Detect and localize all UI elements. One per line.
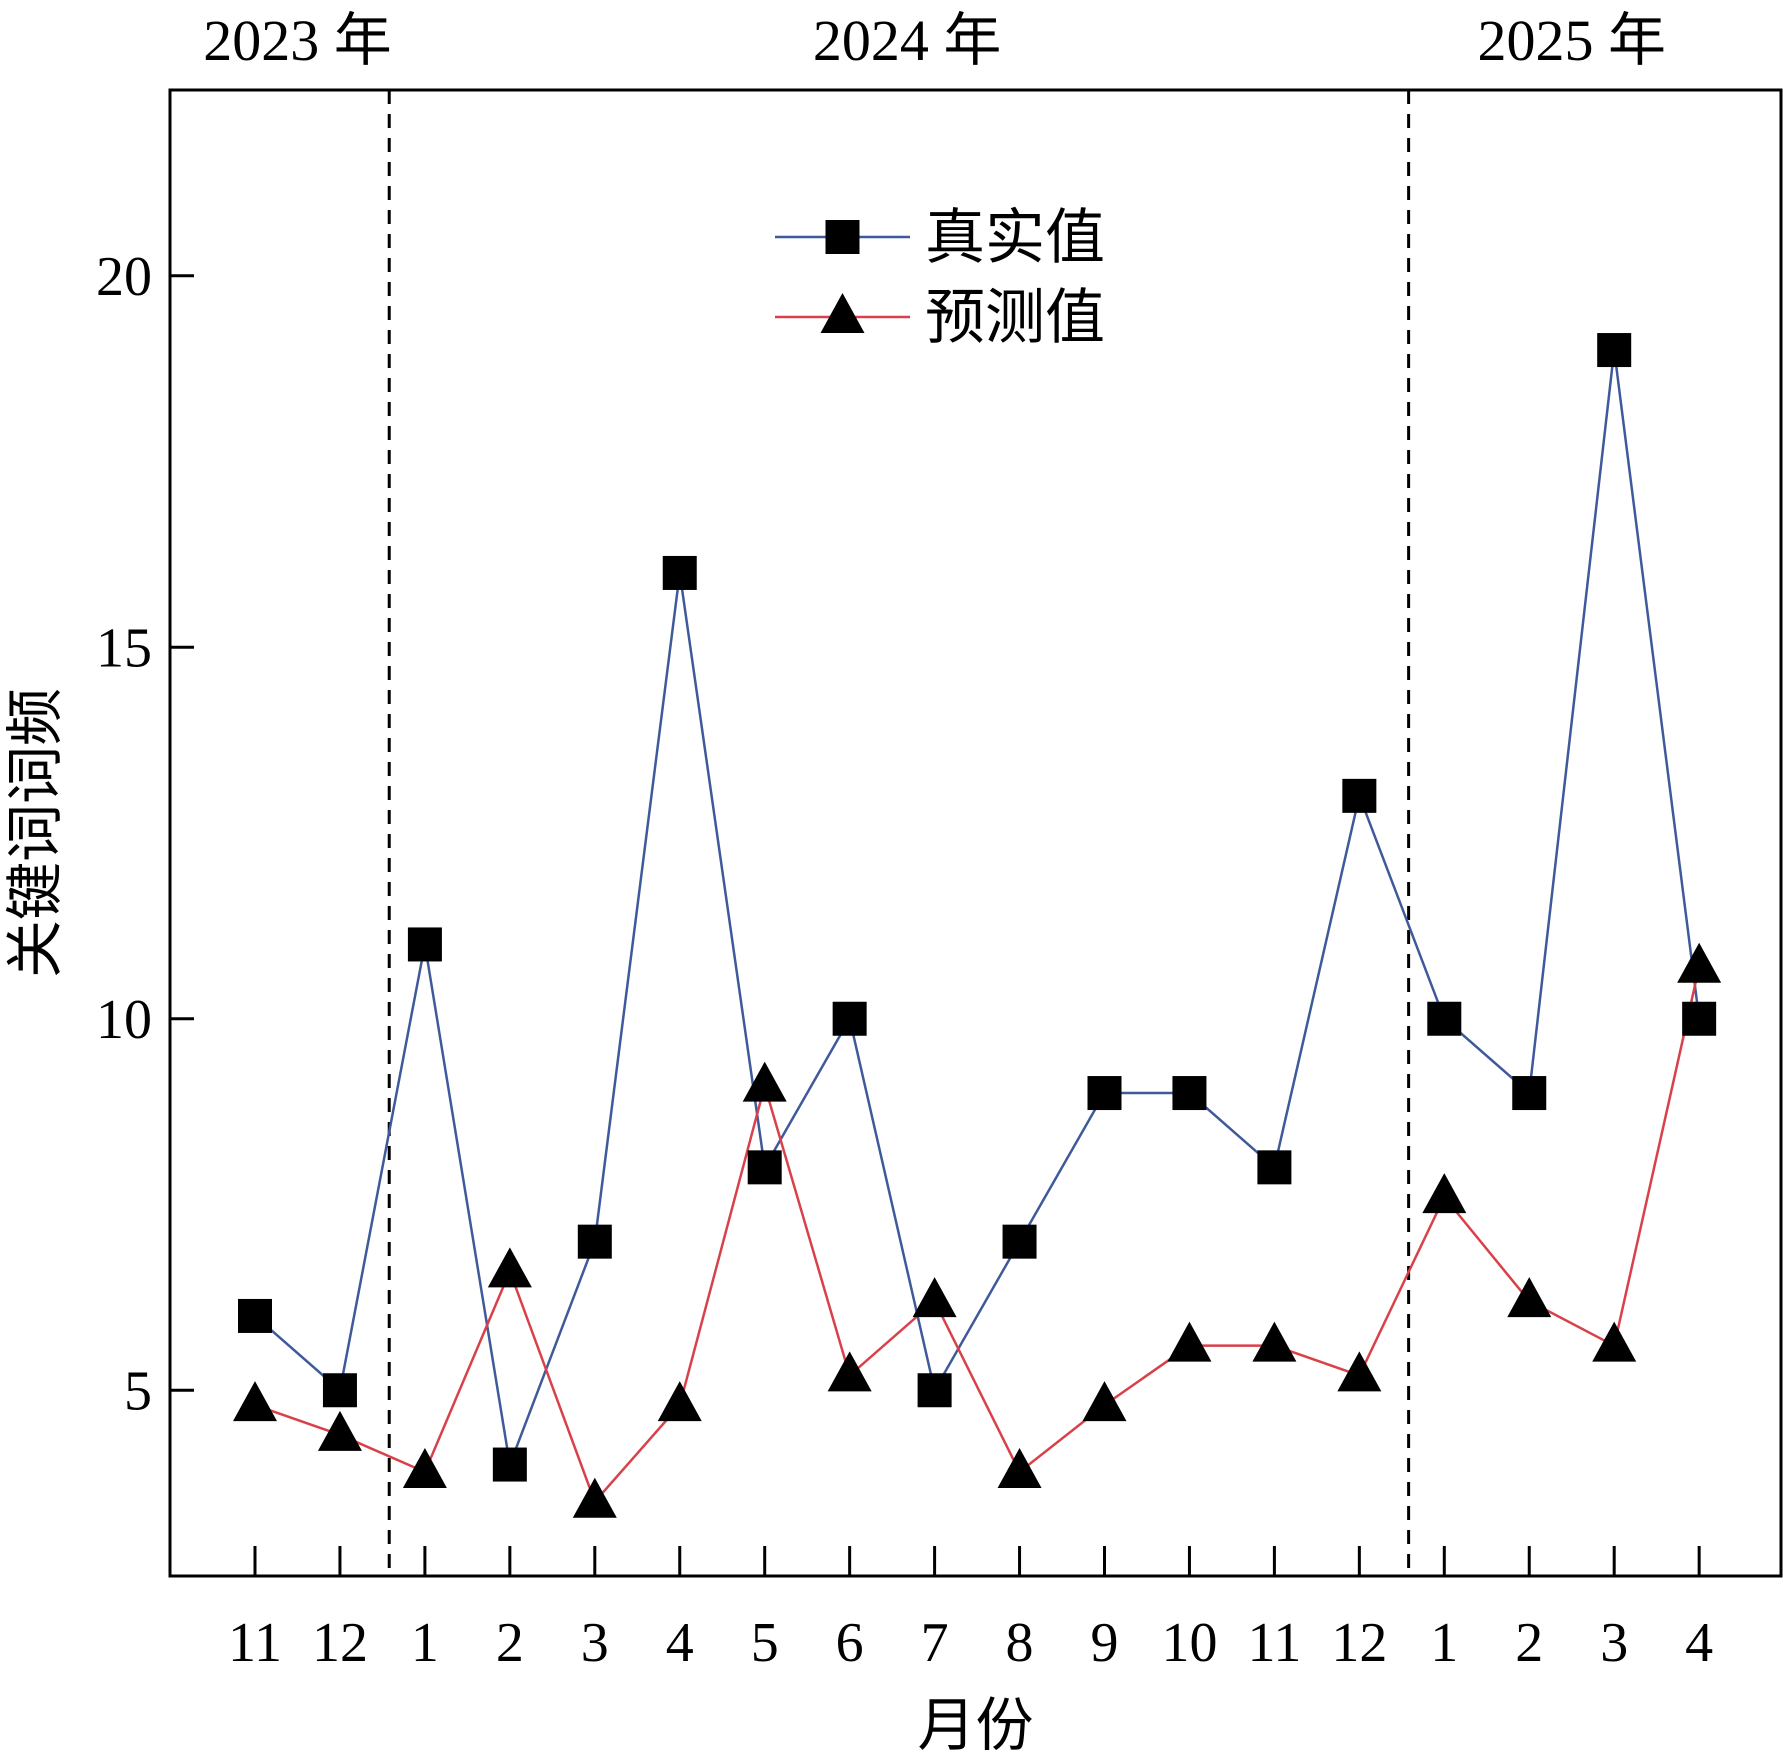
year-dividers xyxy=(387,90,1411,1576)
year-label: 2023 年 xyxy=(203,8,392,73)
x-tick-label: 11 xyxy=(1247,1612,1301,1674)
data-point-triangle xyxy=(1422,1173,1467,1214)
data-point-triangle xyxy=(912,1277,957,1318)
data-point-triangle xyxy=(1337,1351,1382,1392)
data-point-triangle xyxy=(317,1410,362,1451)
legend-label: 预测值 xyxy=(925,285,1105,351)
data-point-square xyxy=(492,1447,527,1482)
data-point-triangle xyxy=(1677,942,1722,983)
year-labels: 2023 年 2024 年 2025 年 xyxy=(203,8,1666,73)
data-point-square xyxy=(577,1224,612,1259)
y-tick-label: 10 xyxy=(96,989,152,1051)
data-point-square xyxy=(1172,1076,1207,1111)
data-point-triangle xyxy=(572,1477,617,1518)
data-point-square xyxy=(407,927,442,962)
x-tick-label: 5 xyxy=(751,1612,779,1674)
data-point-square xyxy=(662,555,697,590)
data-point-triangle xyxy=(997,1447,1042,1488)
legend-marker-square xyxy=(825,220,860,254)
data-point-square xyxy=(1682,1001,1717,1036)
x-tick-label: 9 xyxy=(1091,1612,1119,1674)
x-tick-label: 1 xyxy=(411,1612,439,1674)
y-tick-label: 20 xyxy=(96,246,152,308)
x-axis: 11 12 1 2 3 4 5 6 7 8 9 10 11 12 1 2 3 4 xyxy=(228,1546,1713,1674)
data-point-square xyxy=(1342,778,1377,813)
plot-frame xyxy=(168,88,1783,1578)
data-point-square xyxy=(747,1150,782,1185)
year-label: 2024 年 xyxy=(813,8,1002,73)
x-tick-label: 11 xyxy=(228,1612,282,1674)
x-tick-label: 4 xyxy=(1685,1612,1713,1674)
data-point-square xyxy=(1597,333,1632,368)
x-tick-label: 1 xyxy=(1430,1612,1458,1674)
data-point-triangle xyxy=(1507,1277,1552,1318)
series-line xyxy=(254,966,1701,1505)
x-tick-label: 6 xyxy=(836,1612,864,1674)
year-label: 2025 年 xyxy=(1477,8,1666,73)
series-layer xyxy=(233,333,1722,1518)
x-tick-label: 10 xyxy=(1161,1612,1217,1674)
x-tick-label: 2 xyxy=(1515,1612,1543,1674)
x-tick-label: 2 xyxy=(496,1612,524,1674)
legend-marker-triangle xyxy=(820,293,865,333)
data-point-square xyxy=(1512,1076,1547,1111)
data-point-triangle xyxy=(1167,1321,1212,1362)
data-point-triangle xyxy=(487,1247,532,1288)
data-point-triangle xyxy=(827,1351,872,1392)
data-point-square xyxy=(1257,1150,1292,1185)
data-point-square xyxy=(238,1298,272,1333)
x-tick-label: 12 xyxy=(312,1612,368,1674)
data-point-square xyxy=(1087,1076,1122,1111)
series-line xyxy=(254,349,1701,1470)
data-point-triangle xyxy=(1082,1381,1127,1422)
data-point-square xyxy=(1427,1001,1462,1036)
data-point-square xyxy=(917,1373,952,1408)
x-tick-label: 3 xyxy=(581,1612,609,1674)
x-tick-label: 12 xyxy=(1331,1612,1387,1674)
y-axis-title: 关键词词频 xyxy=(3,688,68,978)
data-point-triangle xyxy=(233,1381,277,1422)
y-tick-label: 5 xyxy=(124,1360,152,1422)
data-point-triangle xyxy=(742,1061,787,1102)
data-point-square xyxy=(832,1001,867,1036)
data-point-triangle xyxy=(1252,1321,1297,1362)
x-axis-title: 月份 xyxy=(917,1693,1033,1757)
x-tick-label: 7 xyxy=(921,1612,949,1674)
x-tick-label: 3 xyxy=(1600,1612,1628,1674)
data-point-triangle xyxy=(657,1381,702,1422)
data-point-square xyxy=(1002,1224,1037,1259)
data-point-triangle xyxy=(1592,1321,1637,1362)
y-tick-label: 15 xyxy=(96,617,152,679)
data-point-triangle xyxy=(402,1447,447,1488)
legend-label: 真实值 xyxy=(925,205,1105,271)
x-tick-label: 8 xyxy=(1006,1612,1034,1674)
y-axis: 5 10 15 20 xyxy=(96,246,194,1422)
x-tick-label: 4 xyxy=(666,1612,694,1674)
data-point-square xyxy=(322,1373,357,1408)
